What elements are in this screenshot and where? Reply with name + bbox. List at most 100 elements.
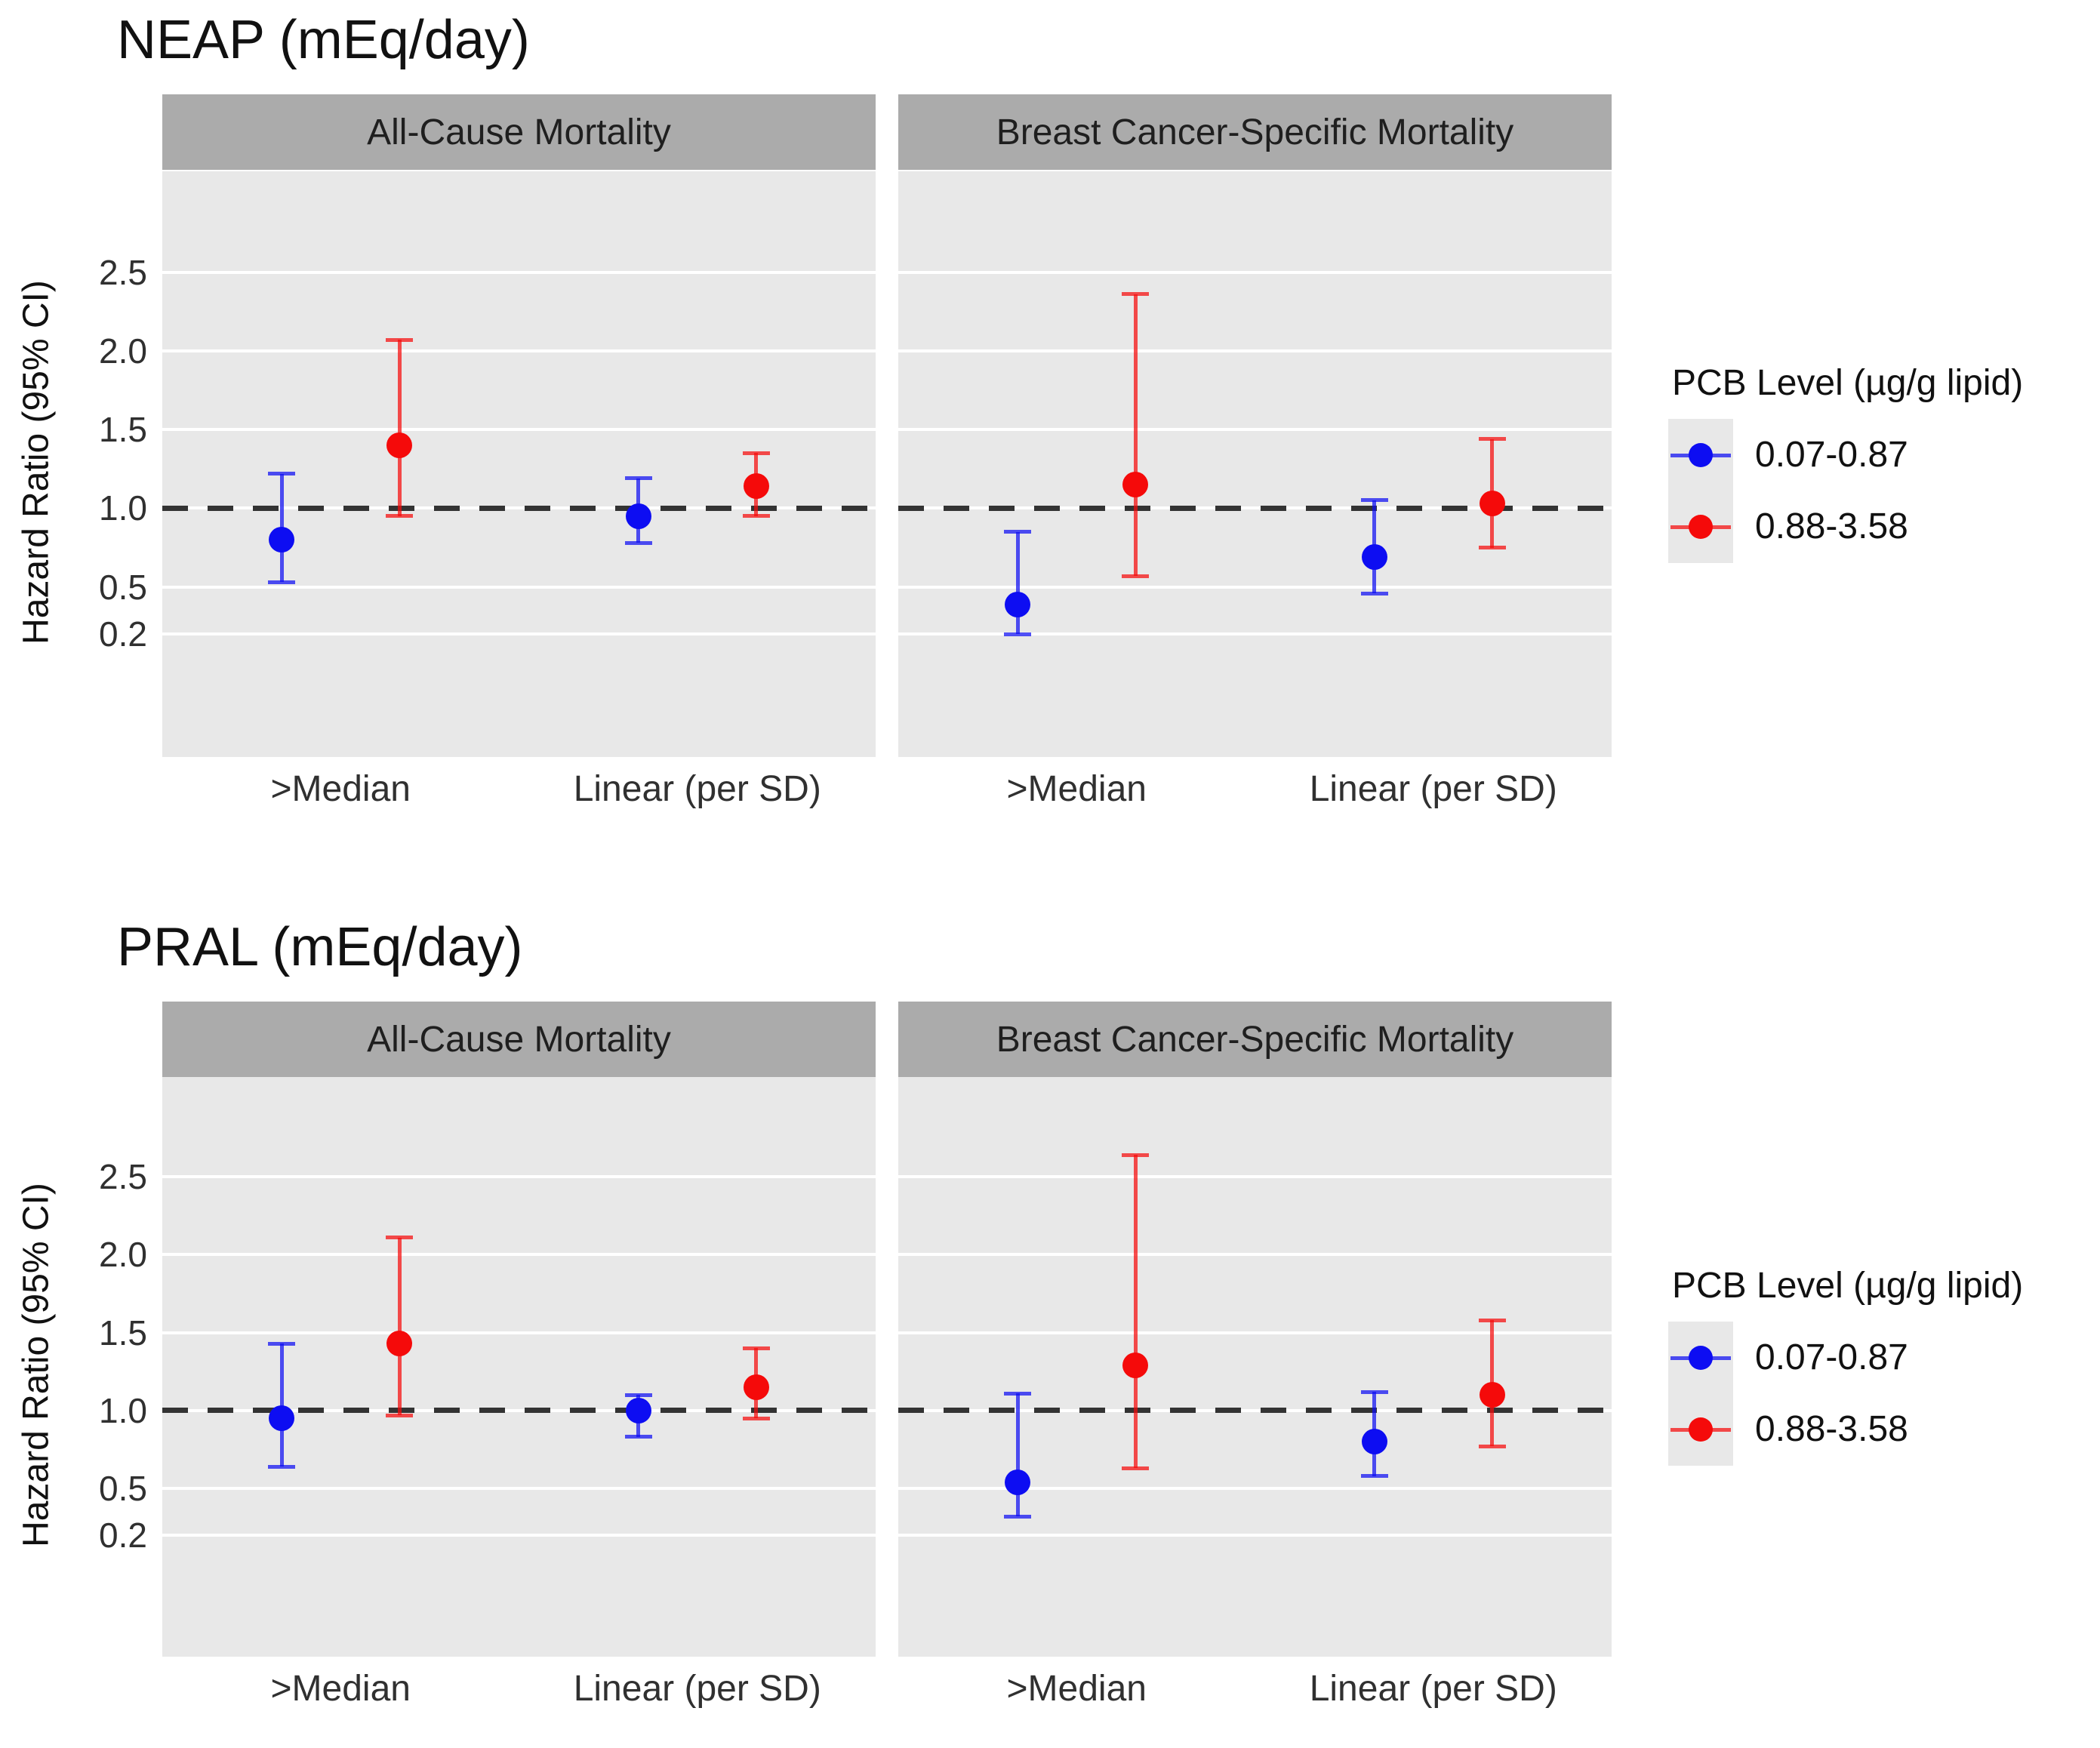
error-bar-line <box>1015 1393 1020 1517</box>
y-gridline <box>162 1331 876 1334</box>
y-gridline <box>898 1533 1612 1537</box>
error-bar-cap <box>1122 1466 1150 1470</box>
x-axis-tick-label: >Median <box>270 1669 411 1709</box>
reference-line-hr-1 <box>162 1408 876 1414</box>
facet-strip-label: All-Cause Mortality <box>367 112 671 152</box>
reference-line-hr-1 <box>162 505 876 511</box>
error-bar-cap <box>1122 292 1150 297</box>
x-axis-tick-label: Linear (per SD) <box>1309 769 1557 809</box>
y-axis-tick-label: 1.5 <box>99 410 147 450</box>
x-axis-tick-label: Linear (per SD) <box>573 1669 821 1709</box>
legend-title: PCB Level (µg/g lipid) <box>1672 363 2024 403</box>
error-bar-cap <box>1004 1391 1032 1396</box>
y-axis-tick-label: 0.5 <box>99 1469 147 1509</box>
y-axis-tick-label: 1.5 <box>99 1313 147 1353</box>
hazard-ratio-point <box>1479 491 1505 517</box>
hazard-ratio-point <box>269 527 295 553</box>
chart-title: PRAL (mEq/day) <box>117 917 523 977</box>
error-bar-cap <box>742 1346 770 1350</box>
y-axis-tick-label: 0.5 <box>99 567 147 607</box>
error-bar-cap <box>624 476 652 481</box>
x-axis-tick-label: >Median <box>1006 769 1147 809</box>
x-axis-tick-label: Linear (per SD) <box>1309 1669 1557 1709</box>
hazard-ratio-point <box>386 432 413 458</box>
y-gridline <box>898 1331 1612 1334</box>
error-bar-cap <box>1360 1474 1388 1479</box>
error-bar-cap <box>386 1413 414 1417</box>
error-bar-cap <box>624 1435 652 1439</box>
y-gridline <box>162 632 876 636</box>
error-bar-line <box>279 1343 284 1467</box>
facet-panel <box>898 171 1612 757</box>
y-axis-tick-label: 1.0 <box>99 1390 147 1430</box>
y-axis-tick-label: 2.0 <box>99 1235 147 1275</box>
y-gridline <box>898 1175 1612 1179</box>
y-axis-tick-label: 2.5 <box>99 1157 147 1197</box>
legend-key-background <box>1668 1322 1733 1466</box>
error-bar-cap <box>1122 574 1150 578</box>
facet-strip-label: All-Cause Mortality <box>367 1019 671 1060</box>
y-gridline <box>898 270 1612 274</box>
reference-line-hr-1 <box>898 505 1612 511</box>
y-gridline <box>898 349 1612 352</box>
error-bar-cap <box>624 540 652 545</box>
y-gridline <box>898 585 1612 589</box>
legend-entry-label: 0.88-3.58 <box>1755 1409 1908 1449</box>
y-gridline <box>898 428 1612 432</box>
hazard-ratio-point <box>1005 591 1031 617</box>
y-axis-tick-label: 0.2 <box>99 614 147 654</box>
reference-line-hr-1 <box>898 1408 1612 1414</box>
error-bar-cap <box>386 514 414 519</box>
y-gridline <box>162 428 876 432</box>
legend-key-dot-blue <box>1689 443 1713 467</box>
y-gridline <box>162 270 876 274</box>
y-gridline <box>162 585 876 589</box>
legend-title: PCB Level (µg/g lipid) <box>1672 1266 2024 1306</box>
y-axis-tick-label: 2.5 <box>99 252 147 292</box>
error-bar-cap <box>1478 546 1506 550</box>
error-bar-cap <box>268 1464 296 1469</box>
hazard-ratio-point <box>743 473 769 500</box>
error-bar-cap <box>1004 1514 1032 1519</box>
facet-strip: All-Cause Mortality <box>162 1002 876 1077</box>
y-axis-tick-label: 2.0 <box>99 331 147 371</box>
facet-strip: Breast Cancer-Specific Mortality <box>898 94 1612 170</box>
error-bar-cap <box>1004 530 1032 534</box>
legend-entry-label: 0.88-3.58 <box>1755 506 1908 546</box>
error-bar-cap <box>742 514 770 519</box>
hazard-ratio-point <box>1361 544 1387 571</box>
facet-panel <box>898 1077 1612 1657</box>
y-gridline <box>162 1487 876 1491</box>
y-gridline <box>162 349 876 352</box>
error-bar-cap <box>386 1236 414 1240</box>
hazard-ratio-point <box>625 503 651 529</box>
y-gridline <box>162 1253 876 1257</box>
error-bar-cap <box>1478 1318 1506 1322</box>
facet-strip: Breast Cancer-Specific Mortality <box>898 1002 1612 1077</box>
y-gridline <box>162 1533 876 1537</box>
error-bar-cap <box>1122 1153 1150 1157</box>
legend-key-dot-blue <box>1689 1346 1713 1370</box>
y-gridline <box>898 632 1612 636</box>
error-bar-cap <box>268 472 296 476</box>
error-bar-line <box>397 1237 402 1415</box>
x-axis-tick-label: >Median <box>270 769 411 809</box>
facet-panel <box>162 171 876 757</box>
error-bar-cap <box>1004 632 1032 636</box>
error-bar-line <box>1015 531 1020 635</box>
legend-entry-label: 0.07-0.87 <box>1755 435 1908 475</box>
facet-strip-label: Breast Cancer-Specific Mortality <box>996 112 1514 152</box>
error-bar-cap <box>742 451 770 455</box>
hazard-ratio-point <box>1122 472 1149 498</box>
error-bar-cap <box>268 580 296 584</box>
hazard-ratio-point <box>269 1405 295 1432</box>
error-bar-cap <box>1360 1389 1388 1394</box>
y-gridline <box>162 1175 876 1179</box>
legend-key-dot-red <box>1689 515 1713 539</box>
error-bar-cap <box>1478 437 1506 442</box>
y-gridline <box>898 1487 1612 1491</box>
hazard-ratio-point <box>1479 1382 1505 1408</box>
x-axis-tick-label: >Median <box>1006 1669 1147 1709</box>
chart-title: NEAP (mEq/day) <box>117 10 530 70</box>
